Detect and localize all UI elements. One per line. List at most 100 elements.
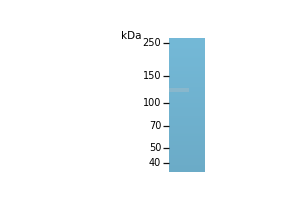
Bar [169, 153, 205, 154]
Bar [169, 79, 205, 80]
Bar [169, 141, 205, 142]
Bar [169, 122, 205, 123]
Bar [169, 80, 205, 81]
Bar [169, 94, 205, 95]
Bar [169, 110, 205, 111]
Bar [169, 69, 205, 70]
Bar [169, 123, 205, 124]
Bar [169, 170, 205, 171]
Bar [169, 72, 205, 73]
Bar [169, 46, 205, 47]
Bar [169, 107, 205, 108]
Bar [169, 148, 205, 149]
Text: 100: 100 [143, 98, 161, 108]
Bar [169, 88, 205, 89]
Bar [169, 99, 205, 100]
Bar [169, 45, 205, 46]
Bar [169, 126, 205, 127]
Bar [169, 118, 205, 119]
Bar [169, 117, 205, 118]
Bar [169, 73, 205, 74]
Bar [169, 105, 205, 106]
Bar [169, 38, 205, 39]
Bar [169, 82, 205, 83]
Bar [169, 97, 205, 98]
Bar [169, 152, 205, 153]
Bar [169, 59, 205, 60]
Bar [169, 81, 205, 82]
Bar [169, 106, 205, 107]
Bar [169, 39, 205, 40]
Bar [169, 109, 205, 110]
Bar [169, 75, 205, 76]
Bar [169, 135, 205, 136]
Text: 150: 150 [143, 71, 161, 81]
Bar [169, 168, 205, 169]
Text: 250: 250 [142, 38, 161, 48]
Bar [169, 157, 205, 158]
Bar [169, 90, 205, 91]
Bar [169, 68, 205, 69]
Bar [169, 131, 205, 132]
Bar [169, 89, 205, 90]
Bar [169, 64, 205, 65]
Bar [169, 171, 205, 172]
Bar [169, 49, 205, 50]
Bar [169, 87, 205, 88]
Bar [169, 166, 205, 167]
Bar [169, 161, 205, 162]
Bar [169, 52, 205, 53]
Bar [169, 151, 205, 152]
Bar [169, 128, 205, 129]
Bar [169, 86, 205, 87]
Bar [169, 108, 205, 109]
Bar [169, 146, 205, 147]
Bar [169, 113, 205, 114]
Bar [169, 60, 205, 61]
Bar [169, 165, 205, 166]
Bar [169, 142, 205, 143]
Bar [169, 47, 205, 48]
Bar [169, 160, 205, 161]
Bar [169, 74, 205, 75]
Bar [169, 54, 205, 55]
Bar [169, 65, 205, 66]
Bar [169, 150, 205, 151]
Text: 50: 50 [149, 143, 161, 153]
Bar [169, 156, 205, 157]
Bar [169, 100, 205, 101]
Bar [169, 55, 205, 56]
Bar [169, 163, 205, 164]
Bar [169, 66, 205, 67]
Bar [169, 124, 205, 125]
Bar [169, 144, 205, 145]
Bar [169, 127, 205, 128]
Bar [169, 125, 205, 126]
Bar [169, 44, 205, 45]
Bar [169, 130, 205, 131]
Bar [169, 83, 205, 84]
Bar [169, 143, 205, 144]
Bar [169, 56, 205, 57]
Bar [169, 129, 205, 130]
Bar [169, 57, 205, 58]
Bar [169, 91, 205, 92]
Bar [169, 159, 205, 160]
Bar [169, 95, 205, 96]
Bar [169, 149, 205, 150]
Bar [169, 92, 205, 93]
Bar [169, 101, 205, 102]
Bar [169, 51, 205, 52]
Bar [169, 167, 205, 168]
Bar [169, 158, 205, 159]
Bar [169, 134, 205, 135]
Bar [169, 114, 205, 115]
Bar [169, 147, 205, 148]
Bar [169, 120, 205, 121]
Bar [169, 40, 205, 41]
Bar [169, 53, 205, 54]
Bar [169, 93, 205, 94]
Bar [169, 132, 205, 133]
Bar [169, 119, 205, 120]
Bar [169, 76, 205, 77]
